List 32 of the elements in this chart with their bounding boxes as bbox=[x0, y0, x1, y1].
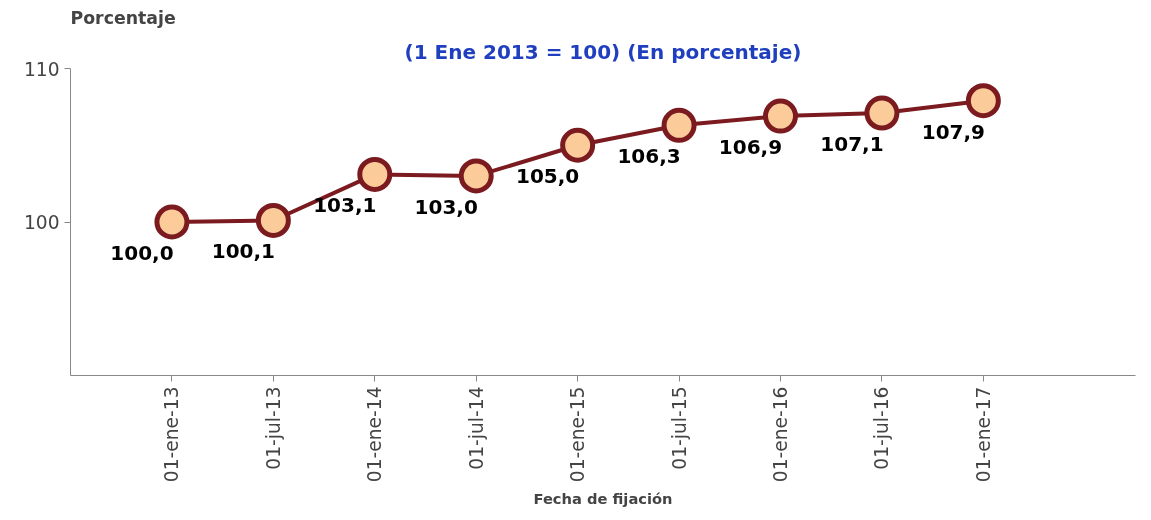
data-label: 100,1 bbox=[211, 239, 275, 264]
x-tick-label: 01-ene-13 bbox=[161, 386, 183, 483]
x-tick-label: 01-ene-15 bbox=[567, 386, 589, 483]
y-axis-title: Porcentaje bbox=[70, 7, 176, 28]
data-label: 103,1 bbox=[313, 193, 377, 218]
data-label: 100,0 bbox=[110, 241, 174, 265]
point bbox=[357, 156, 393, 192]
point bbox=[864, 95, 900, 131]
point bbox=[763, 98, 798, 134]
point bbox=[560, 127, 596, 163]
x-tick-label: 01-jul-13 bbox=[262, 386, 284, 470]
y-tick-label: 110 bbox=[23, 58, 60, 80]
data-label: 103,0 bbox=[414, 194, 478, 219]
data-label: 107,9 bbox=[921, 119, 985, 144]
x-tick-label: 01-ene-17 bbox=[972, 386, 994, 483]
x-tick-label: 01-ene-16 bbox=[770, 386, 791, 483]
point bbox=[458, 158, 494, 194]
data-label: 107,1 bbox=[820, 132, 884, 157]
x-tick-label: 01-jul-15 bbox=[668, 386, 690, 470]
chart-title: (1 Ene 2013 = 100) (En porcentaje) bbox=[404, 39, 802, 64]
x-tick-label: 01-jul-16 bbox=[871, 386, 893, 470]
data-label: 106,3 bbox=[617, 144, 681, 169]
x-axis-title: Fecha de fijación bbox=[533, 490, 673, 508]
x-tick-label: 01-jul-14 bbox=[465, 386, 487, 470]
data-label: 105,0 bbox=[516, 164, 580, 189]
point bbox=[255, 202, 291, 238]
point bbox=[965, 83, 1001, 119]
data-label: 106,9 bbox=[718, 135, 783, 160]
point bbox=[154, 204, 190, 240]
y-tick-label: 100 bbox=[23, 212, 60, 233]
point bbox=[661, 107, 697, 143]
x-tick-label: 01-ene-14 bbox=[364, 386, 386, 483]
